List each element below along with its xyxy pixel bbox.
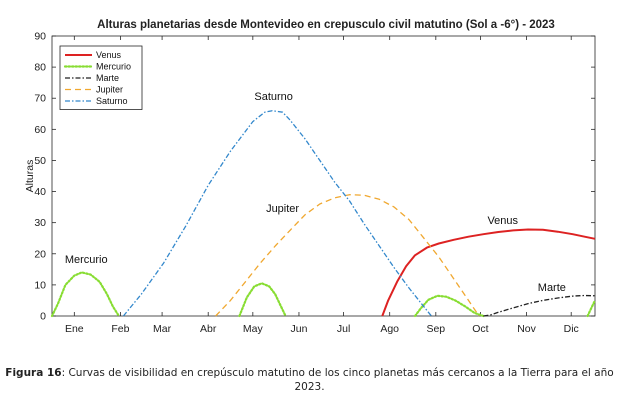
plot-frame [51,35,596,317]
series-line-mercurio [586,299,597,318]
chart-title: Alturas planetarias desde Montevideo en … [97,19,555,31]
series-line-mercurio [238,282,287,318]
y-tick-label: 40 [34,186,46,198]
legend-label-mercurio: Mercurio [96,62,131,72]
series-line-mercurio [50,271,120,318]
legend-label-venus: Venus [96,50,122,60]
y-tick-label: 20 [34,248,46,260]
caption-text: : Curvas de visibilidad en crepúsculo ma… [61,367,614,393]
x-tick-label: Jun [290,323,307,335]
annotation-mercurio: Mercurio [65,254,108,266]
chart: Alturas planetarias desde Montevideo en … [24,19,597,335]
x-tick-label: Feb [111,323,129,335]
x-tick-label: Mar [153,323,172,335]
legend-label-saturno: Saturno [96,96,128,106]
plot-area: 0 10 20 30 40 50 60 70 80 90 Ene Feb Mar Abr May Jun Jul… [34,31,597,335]
x-tick-label: Ago [380,323,399,335]
x-tick-label: Oct [472,323,488,335]
caption-label: Figura 16 [5,367,62,379]
y-axis-label: Alturas [24,160,36,193]
series-line-jupiter [215,194,480,317]
legend-label-marte: Marte [96,73,119,83]
y-tick-label: 10 [34,279,46,291]
y-tick-label: 60 [34,124,46,136]
series-line-venus [381,228,596,317]
legend-box [59,45,143,110]
annotation-venus: Venus [487,215,518,227]
x-tick-label: Abr [200,323,217,335]
x-tick-label: Jul [337,323,350,335]
y-tick-label: 80 [34,62,46,74]
legend-label-jupiter: Jupiter [96,85,123,95]
annotation-jupiter: Jupiter [266,203,299,215]
x-tick-label: Sep [426,323,445,335]
figure-caption: Figura 16: Curvas de visibilidad en crep… [0,366,619,394]
y-tick-label: 90 [34,31,46,43]
y-tick-label: 30 [34,217,46,229]
y-tick-label: 70 [34,93,46,105]
series-line-marte [483,294,596,317]
x-tick-label: May [243,323,264,335]
x-tick-label: Nov [517,323,536,335]
x-tick-label: Dic [564,323,579,335]
y-tick-label: 0 [40,311,46,323]
annotation-saturno: Saturno [254,91,293,103]
annotation-marte: Marte [538,282,566,294]
x-tick-label: Ene [65,323,84,335]
y-tick-label: 50 [34,155,46,167]
